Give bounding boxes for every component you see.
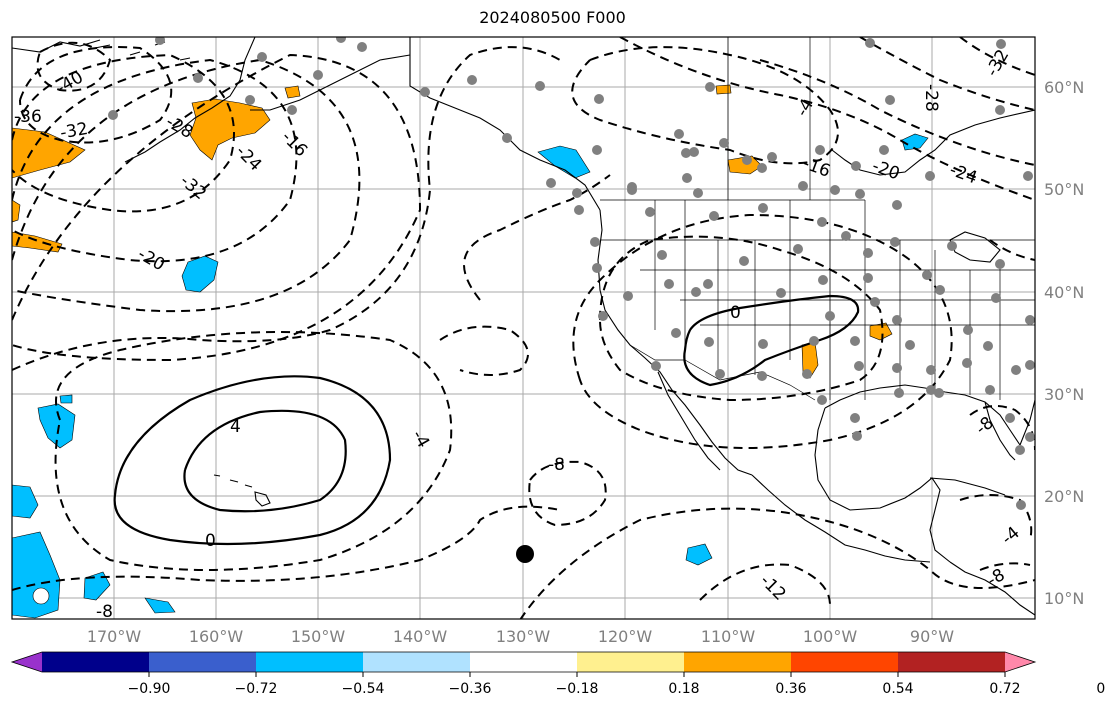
mexico-gulf xyxy=(814,407,951,563)
lon-label-90w: 90°W xyxy=(910,627,954,646)
contour-label-9: 4 xyxy=(230,417,241,437)
colorbar-tick-label: 0.90 xyxy=(1096,681,1105,697)
orange-patch-alaska xyxy=(189,98,271,161)
contour-0-pacific xyxy=(113,375,392,546)
map-area: -40 -36 -32 -28 -32 -24 -16 -20 4 0 -4 -… xyxy=(12,37,1035,622)
colorbar-tick-label: 0.72 xyxy=(989,681,1020,697)
orange-patch-alaska-small xyxy=(284,85,301,99)
blue-patch-pacific-north xyxy=(181,255,219,293)
baja xyxy=(657,371,721,471)
contour-label-16: 0 xyxy=(730,303,741,323)
contour-label-21: -28 xyxy=(921,84,941,112)
colorbar-tick-label: −0.36 xyxy=(449,681,492,697)
cuba xyxy=(929,477,1006,496)
map-border xyxy=(11,36,1036,620)
east-coast xyxy=(1019,399,1035,446)
orange-patch-west-edge-2 xyxy=(12,199,21,223)
lat-label-10: 10°N xyxy=(1044,589,1084,608)
anomaly-patches xyxy=(12,84,929,619)
colorbar-segment xyxy=(684,652,792,672)
lat-label-40: 40°N xyxy=(1044,283,1084,302)
colorbar-segment xyxy=(363,652,471,672)
colorbar-tick-label: 0.18 xyxy=(668,681,699,697)
lon-label-110w: 110°W xyxy=(701,627,756,646)
longitude-labels: 170°W 160°W 150°W 140°W 130°W 120°W 110°… xyxy=(87,627,954,646)
blue-patch-sw-3 xyxy=(83,571,111,601)
colorbar-tick-labels: −0.90 −0.72 −0.54 −0.36 −0.18 0.18 0.36 0.54 0.7… xyxy=(128,672,1105,697)
blue-patch-pacific-west xyxy=(37,403,76,449)
gridlines xyxy=(12,37,1035,619)
colorbar-tick-label: −0.72 xyxy=(235,681,278,697)
colorbar-segment xyxy=(898,652,1006,672)
colorbar-outline xyxy=(10,651,1037,673)
lon-label-120w: 120°W xyxy=(598,627,653,646)
colorbar-extend-high xyxy=(1005,652,1035,672)
colorbar-segment xyxy=(42,652,150,672)
central-america xyxy=(949,561,1035,616)
orange-patch-arkansas xyxy=(869,322,893,341)
blue-patch-sw-edge xyxy=(12,484,39,519)
colorbar-tick-label: −0.54 xyxy=(342,681,385,697)
alaska-sw-coast xyxy=(124,37,256,163)
colorbar-tick-label: 0.54 xyxy=(882,681,913,697)
lat-label-20: 20°N xyxy=(1044,487,1084,506)
lat-label-60: 60°N xyxy=(1044,78,1084,97)
colorbar-segment xyxy=(149,652,257,672)
contour-label-10: 0 xyxy=(205,531,216,551)
colorbar-segment xyxy=(470,652,578,672)
colorbar xyxy=(10,651,1037,673)
lon-label-100w: 100°W xyxy=(803,627,858,646)
black-marker xyxy=(516,545,534,563)
colorbar-segment xyxy=(577,652,685,672)
blue-patch-sw-4 xyxy=(144,597,176,614)
latitude-labels: 60°N 50°N 40°N 30°N 20°N 10°N xyxy=(1044,78,1084,608)
colorbar-tick-label: −0.18 xyxy=(556,681,599,697)
colorbar-tick-label: −0.90 xyxy=(128,681,171,697)
contour-label-2: -36 xyxy=(14,107,42,127)
lat-label-30: 30°N xyxy=(1044,385,1084,404)
lon-label-140w: 140°W xyxy=(393,627,448,646)
orange-patch-west-edge-3 xyxy=(12,231,63,253)
blue-patch-hudson xyxy=(901,133,929,151)
political-borders xyxy=(600,37,1035,401)
great-lakes xyxy=(949,231,1001,263)
colorbar-segment xyxy=(791,652,899,672)
blue-patch-pacific-west-small xyxy=(59,394,73,404)
contour-4-pacific xyxy=(183,409,347,513)
colorbar-tick-label: 0.36 xyxy=(775,681,806,697)
solid-contours xyxy=(113,294,860,546)
colorbar-segment xyxy=(256,652,364,672)
lon-label-170w: 170°W xyxy=(87,627,142,646)
aleutians xyxy=(94,41,191,61)
station-dots xyxy=(108,37,1035,510)
hawaii-islands xyxy=(213,474,271,507)
mexico-west-coast xyxy=(751,474,931,563)
contour-label-13: -8 xyxy=(96,602,113,622)
colorbar-extend-low xyxy=(12,652,42,672)
florida xyxy=(984,401,1016,461)
lat-label-50: 50°N xyxy=(1044,180,1084,199)
contour-0-us xyxy=(683,294,860,387)
map-title: 2024080500 F000 xyxy=(479,8,626,27)
lon-label-150w: 150°W xyxy=(291,627,346,646)
contour-label-12: -8 xyxy=(548,455,565,475)
contour-label-3: -32 xyxy=(59,119,90,144)
lon-label-130w: 130°W xyxy=(496,627,551,646)
blue-patch-mexico-offshore xyxy=(685,543,713,566)
orange-patch-canada-small xyxy=(715,84,732,95)
lon-label-160w: 160°W xyxy=(189,627,244,646)
